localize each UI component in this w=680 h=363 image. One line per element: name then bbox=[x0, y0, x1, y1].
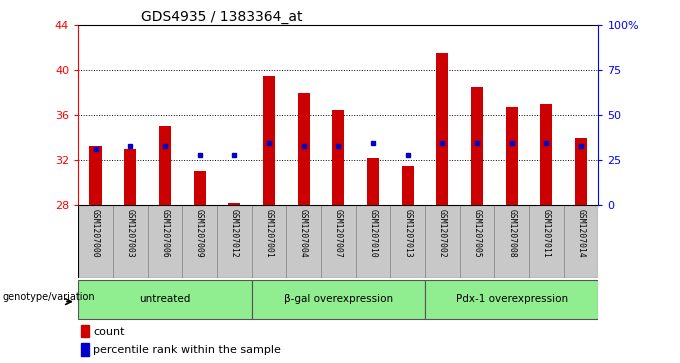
Text: GSM1207005: GSM1207005 bbox=[473, 209, 481, 257]
Bar bbox=[460, 205, 494, 278]
Text: GSM1207009: GSM1207009 bbox=[195, 209, 204, 257]
Bar bbox=[425, 205, 460, 278]
Text: GSM1207001: GSM1207001 bbox=[265, 209, 273, 257]
Bar bbox=[471, 87, 483, 205]
Bar bbox=[367, 158, 379, 205]
Bar bbox=[402, 166, 413, 205]
Text: GSM1207004: GSM1207004 bbox=[299, 209, 308, 257]
Bar bbox=[228, 203, 240, 205]
Bar bbox=[356, 205, 390, 278]
Bar bbox=[437, 53, 448, 205]
Bar bbox=[81, 325, 89, 337]
Bar bbox=[90, 146, 101, 205]
Text: GSM1207006: GSM1207006 bbox=[160, 209, 169, 257]
Bar bbox=[78, 205, 113, 278]
Bar bbox=[113, 205, 148, 278]
Bar bbox=[390, 205, 425, 278]
Text: GSM1207000: GSM1207000 bbox=[91, 209, 100, 257]
Bar bbox=[148, 205, 182, 278]
Bar bbox=[541, 104, 552, 205]
Bar bbox=[217, 205, 252, 278]
Text: percentile rank within the sample: percentile rank within the sample bbox=[93, 345, 281, 355]
Text: GSM1207013: GSM1207013 bbox=[403, 209, 412, 257]
Text: genotype/variation: genotype/variation bbox=[2, 292, 95, 302]
Bar bbox=[529, 205, 564, 278]
Text: GSM1207002: GSM1207002 bbox=[438, 209, 447, 257]
Bar bbox=[159, 126, 171, 205]
Text: GSM1207014: GSM1207014 bbox=[577, 209, 585, 257]
Text: GDS4935 / 1383364_at: GDS4935 / 1383364_at bbox=[141, 11, 302, 24]
Bar bbox=[252, 205, 286, 278]
Bar bbox=[575, 138, 587, 205]
Bar bbox=[124, 149, 136, 205]
Text: Pdx-1 overexpression: Pdx-1 overexpression bbox=[456, 294, 568, 305]
Bar bbox=[78, 280, 252, 319]
Text: β-gal overexpression: β-gal overexpression bbox=[284, 294, 393, 305]
Bar bbox=[194, 171, 205, 205]
Bar bbox=[263, 76, 275, 205]
Bar bbox=[333, 110, 344, 205]
Text: GSM1207003: GSM1207003 bbox=[126, 209, 135, 257]
Bar bbox=[494, 205, 529, 278]
Bar bbox=[298, 93, 309, 205]
Text: GSM1207007: GSM1207007 bbox=[334, 209, 343, 257]
Bar bbox=[286, 205, 321, 278]
Bar bbox=[506, 107, 517, 205]
Bar bbox=[81, 343, 89, 356]
Text: GSM1207008: GSM1207008 bbox=[507, 209, 516, 257]
Text: GSM1207011: GSM1207011 bbox=[542, 209, 551, 257]
Bar bbox=[321, 205, 356, 278]
Bar bbox=[252, 280, 425, 319]
Text: count: count bbox=[93, 327, 125, 337]
Bar bbox=[564, 205, 598, 278]
Text: untreated: untreated bbox=[139, 294, 190, 305]
Text: GSM1207012: GSM1207012 bbox=[230, 209, 239, 257]
Bar bbox=[425, 280, 598, 319]
Text: GSM1207010: GSM1207010 bbox=[369, 209, 377, 257]
Bar bbox=[182, 205, 217, 278]
